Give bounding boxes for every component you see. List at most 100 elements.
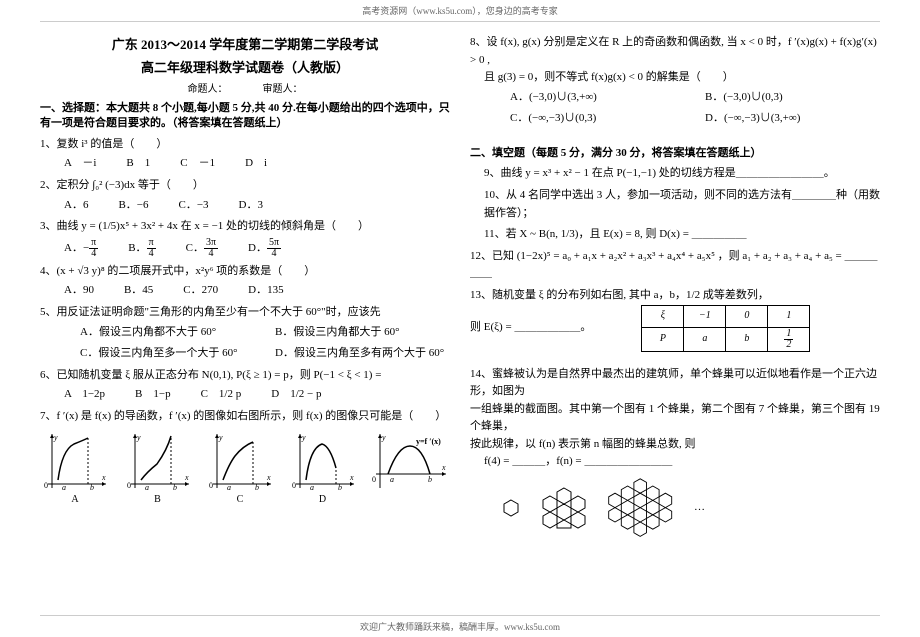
q7-graph-c: 0 a b y x C [205,430,275,508]
q2-opt-b: B．−6 [118,197,148,215]
svg-text:x: x [266,473,271,482]
q6-opt-c: C 1/2 p [201,386,242,404]
q2-opt-a: A．6 [64,197,88,215]
question-11: 11、若 X ~ B(n, 1/3)，且 E(x) = 8, 则 D(x) = … [484,226,880,244]
svg-text:x: x [349,473,354,482]
author-label-1: 命题人： [188,84,228,95]
svg-text:0: 0 [127,481,131,490]
q8-opt-b: B．(−3,0)∪(0,3) [705,89,880,107]
q7-label-a: A [40,492,110,508]
q7-graph-b: 0 a b y x B [123,430,193,508]
q3-opt-c: C．3π4 [186,238,218,259]
q1-options: A －i B 1 C －1 D i [64,155,450,173]
question-13: 13、随机变量 ξ 的分布列如右图, 其中 a，b，1/2 成等差数列， 则 E… [470,287,880,352]
q7-graph-ref: 0 a b y x y=f ′(x) [370,430,450,508]
q1-opt-b: B 1 [126,155,150,173]
graph-b-icon: 0 a b y x [123,430,193,492]
svg-text:x: x [101,473,106,482]
q2-options: A．6 B．−6 C．−3 D．3 [64,197,450,215]
ellipsis-icon: … [694,499,705,517]
q5-opt-b: B．假设三内角都大于 60° [275,324,450,342]
hex-1-icon [500,497,522,519]
q3-text: 3、曲线 y = (1/5)x⁵ + 3x² + 4x 在 x = −1 处的切… [40,218,450,236]
q8-opt-d: D．(−∞,−3)∪(3,+∞) [705,110,880,128]
q13-t-c2: a [684,327,726,351]
q4-opt-c: C．270 [183,282,218,300]
svg-text:0: 0 [209,481,213,490]
q7-label-c: C [205,492,275,508]
question-7: 7、f ′(x) 是 f(x) 的导函数，f ′(x) 的图像如右图所示，则 f… [40,408,450,508]
svg-text:y=f ′(x): y=f ′(x) [416,437,441,446]
q5-opt-c: C．假设三内角至多一个大于 60° [80,345,255,363]
question-4: 4、(x + √3 y)⁸ 的二项展开式中，x²y⁶ 项的系数是（ ） A．90… [40,263,450,300]
svg-text:y: y [218,433,223,442]
question-5: 5、用反证法证明命题"三角形的内角至少有一个不大于 60°"时，应该先 A．假设… [40,304,450,363]
section-1-heading: 一、选择题：本大题共 8 个小题,每小题 5 分,共 40 分.在每小题给出的四… [40,101,450,132]
svg-text:0: 0 [372,475,376,484]
svg-text:0: 0 [44,481,48,490]
q4-options: A．90 B．45 C．270 D．135 [64,282,450,300]
q6-options: A 1−2p B 1−p C 1/2 p D 1/2 − p [64,386,450,404]
svg-text:a: a [227,483,231,492]
q4-opt-d: D．135 [248,282,283,300]
svg-text:a: a [390,475,394,484]
q2-text: 2、定积分 ∫₀² (−3)dx 等于（ ） [40,177,450,195]
exam-title-2: 高二年级理科数学试题卷（人教版） [40,57,450,76]
q1-text: 1、复数 i³ 的值是（ ） [40,136,450,154]
svg-text:y: y [381,433,386,442]
authors-line: 命题人： 审题人： [40,80,450,95]
q8-text: 8、设 f(x), g(x) 分别是定义在 R 上的奇函数和偶函数, 当 x <… [470,34,880,69]
q13-line1: 13、随机变量 ξ 的分布列如右图, 其中 a，b，1/2 成等差数列， [470,287,880,305]
q13-t-h2: −1 [684,305,726,327]
question-12: 12、已知 (1−2x)⁵ = a₀ + a₁x + a₂x² + a₃x³ +… [470,248,880,283]
q14-line1: 14、蜜蜂被认为是自然界中最杰出的建筑师，单个蜂巢可以近似地看作是一个正六边形，… [470,366,880,401]
svg-text:y: y [136,433,141,442]
question-10: 10、从 4 名同学中选出 3 人，参加一项活动，则不同的选方法有＿＿＿＿种（用… [484,187,880,222]
q7-label-ref [370,492,450,508]
svg-text:b: b [173,483,177,492]
q6-opt-a: A 1−2p [64,386,105,404]
q7-label-d: D [288,492,358,508]
q14-line3: 按此规律，以 f(n) 表示第 n 幅图的蜂巢总数, 则 [470,436,880,454]
svg-text:b: b [90,483,94,492]
q8-line2: 且 g(3) = 0，则不等式 f(x)g(x) < 0 的解集是（ ） [484,69,880,87]
page-root: 高考资源网（www.ks5u.com），您身边的高考专家 广东 2013～201… [0,0,920,637]
q4-opt-b: B．45 [124,282,153,300]
q13-table: ξ −1 0 1 P a b 12 [641,305,810,352]
svg-text:x: x [184,473,189,482]
q4-opt-a: A．90 [64,282,94,300]
q1-opt-c: C －1 [180,155,215,173]
q5-text: 5、用反证法证明命题"三角形的内角至少有一个不大于 60°"时，应该先 [40,304,450,322]
q1-opt-d: D i [245,155,267,173]
q13-t-h4: 1 [768,305,810,327]
q14-hex-figures: … [500,477,880,539]
q8-opt-c: C．(−∞,−3)∪(0,3) [510,110,685,128]
graph-ref-icon: 0 a b y x y=f ′(x) [370,430,450,492]
q5-opt-a: A．假设三内角都不大于 60° [80,324,255,342]
q8-options: A．(−3,0)∪(3,+∞) B．(−3,0)∪(0,3) C．(−∞,−3)… [510,89,880,128]
q7-text: 7、f ′(x) 是 f(x) 的导函数，f ′(x) 的图像如右图所示，则 f… [40,408,450,426]
q13-t-h1: ξ [642,305,684,327]
hex-19-icon [606,477,676,539]
q7-graphs: 0 a b y x A [40,430,450,508]
svg-text:b: b [255,483,259,492]
author-label-2: 审题人： [263,84,303,95]
svg-text:0: 0 [292,481,296,490]
q13-t-c4: 12 [768,327,810,351]
question-9: 9、曲线 y = x³ + x² − 1 在点 P(−1,−1) 处的切线方程是… [484,165,880,183]
q8-opt-a: A．(−3,0)∪(3,+∞) [510,89,685,107]
graph-d-icon: 0 a b y x [288,430,358,492]
question-2: 2、定积分 ∫₀² (−3)dx 等于（ ） A．6 B．−6 C．−3 D．3 [40,177,450,214]
svg-text:a: a [310,483,314,492]
graph-c-icon: 0 a b y x [205,430,275,492]
q3-options: A．−π4 B．π4 C．3π4 D．5π4 [64,238,450,259]
q5-options: A．假设三内角都不大于 60° B．假设三内角都大于 60° C．假设三内角至多… [80,324,450,363]
question-8: 8、设 f(x), g(x) 分别是定义在 R 上的奇函数和偶函数, 当 x <… [470,34,880,128]
q1-opt-a: A －i [64,155,96,173]
left-column: 广东 2013～2014 学年度第二学期第二学段考试 高二年级理科数学试题卷（人… [40,22,450,543]
footer-link: 欢迎广大教师踊跃来稿，稿酬丰厚。www.ks5u.com [40,615,880,633]
svg-text:a: a [145,483,149,492]
q14-line4: f(4) = ＿＿＿，f(n) = ＿＿＿＿＿＿＿＿ [484,453,880,471]
q13-line2: 则 E(ξ) = ＿＿＿＿＿＿。 [470,319,591,337]
q4-text: 4、(x + √3 y)⁸ 的二项展开式中，x²y⁶ 项的系数是（ ） [40,263,450,281]
